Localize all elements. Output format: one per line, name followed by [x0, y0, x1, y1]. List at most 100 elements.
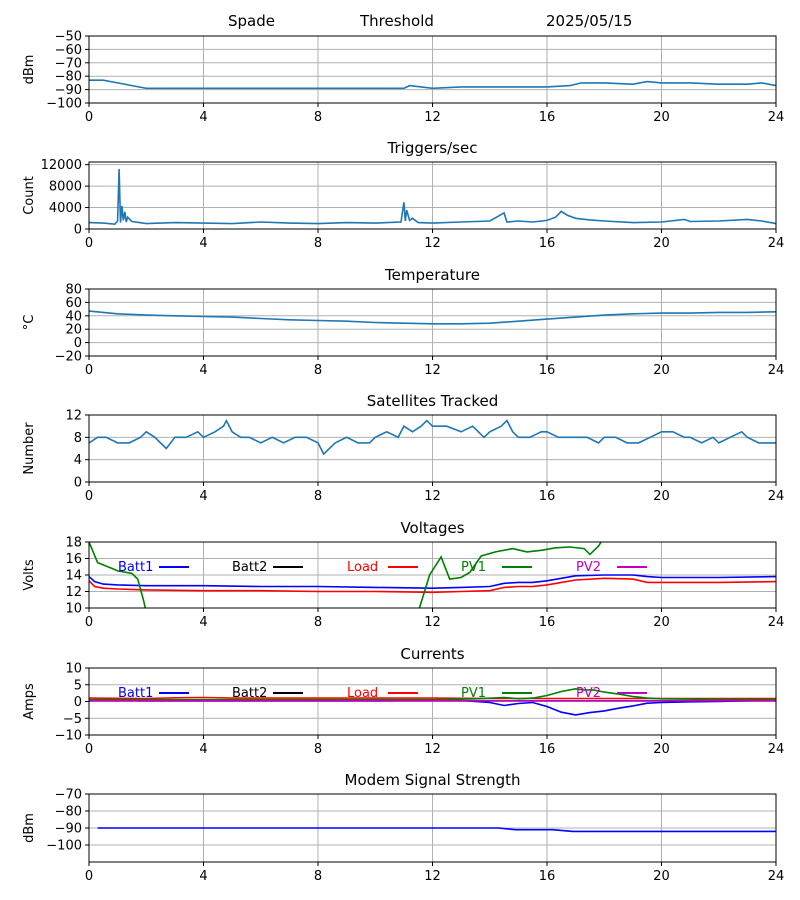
y-tick-label: 18 — [65, 536, 82, 551]
figure-header: Spade Threshold 2025/05/15 — [0, 12, 800, 32]
chart-panel-3: 0 4 8 12 16 20 24 0 4 8 12 Number Satellites Tracked — [22, 392, 784, 504]
chart-title: Voltages — [400, 519, 464, 537]
y-axis-label: Count — [22, 176, 37, 215]
y-axis-label: dBm — [22, 813, 37, 843]
y-tick-label: −10 — [55, 729, 82, 744]
x-tick-label: 16 — [539, 869, 556, 884]
x-tick-label: 20 — [653, 869, 670, 884]
y-tick-label: −5 — [63, 712, 82, 727]
y-axis-label: Amps — [22, 683, 37, 720]
x-tick-label: 20 — [653, 236, 670, 251]
y-tick-label: 16 — [65, 552, 82, 567]
y-tick-label: 12000 — [41, 158, 82, 173]
x-tick-label: 24 — [768, 869, 785, 884]
x-tick-label: 20 — [653, 615, 670, 630]
x-tick-label: 16 — [539, 742, 556, 757]
legend-label-pv1: PV1 — [461, 560, 486, 575]
chart-panel-1: 0 4 8 12 16 20 24 0 4000 8000 12000 Count Triggers/s… — [22, 139, 784, 251]
x-tick-label: 8 — [314, 236, 322, 251]
y-tick-label: 8 — [74, 431, 82, 446]
y-tick-label: 0 — [74, 223, 82, 238]
chart-panel-0: 0 4 8 12 16 20 24 −100−90−80−70−60−50 dBm — [22, 30, 784, 126]
mode-label: Threshold — [360, 12, 434, 30]
chart-panel-6: 0 4 8 12 16 20 24 −100 −90 −80 −70 dBm Modem Signal … — [22, 771, 784, 884]
x-tick-label: 8 — [314, 869, 322, 884]
x-tick-label: 0 — [85, 742, 93, 757]
x-tick-label: 12 — [424, 236, 441, 251]
y-tick-label: −90 — [55, 822, 82, 837]
x-tick-label: 8 — [314, 363, 322, 378]
date-label: 2025/05/15 — [546, 12, 633, 30]
y-tick-label: 10 — [65, 662, 82, 677]
x-tick-label: 8 — [314, 110, 322, 125]
chart-title: Currents — [400, 645, 464, 663]
y-tick-label: 0 — [74, 336, 82, 351]
y-tick-label: 12 — [65, 409, 82, 424]
y-tick-label: 80 — [65, 283, 82, 298]
x-tick-label: 12 — [424, 869, 441, 884]
x-tick-label: 16 — [539, 363, 556, 378]
x-tick-label: 4 — [199, 363, 207, 378]
x-tick-label: 24 — [768, 742, 785, 757]
y-tick-label: −60 — [55, 43, 82, 58]
y-tick-label: −70 — [55, 788, 82, 803]
legend-label-pv2: PV2 — [576, 686, 601, 701]
y-tick-label: 4 — [74, 453, 82, 468]
legend-label-batt1: Batt1 — [118, 560, 153, 575]
x-tick-label: 20 — [653, 363, 670, 378]
x-tick-label: 16 — [539, 489, 556, 504]
x-tick-label: 24 — [768, 363, 785, 378]
x-tick-label: 0 — [85, 110, 93, 125]
y-tick-label: −100 — [46, 839, 82, 854]
x-tick-label: 24 — [768, 489, 785, 504]
legend-label-pv1: PV1 — [461, 686, 486, 701]
x-tick-label: 12 — [424, 110, 441, 125]
x-tick-label: 4 — [199, 615, 207, 630]
x-tick-label: 4 — [199, 110, 207, 125]
x-tick-label: 4 — [199, 236, 207, 251]
x-tick-label: 4 — [199, 869, 207, 884]
x-tick-label: 24 — [768, 236, 785, 251]
x-tick-label: 4 — [199, 742, 207, 757]
x-tick-label: 20 — [653, 742, 670, 757]
y-tick-label: −70 — [55, 56, 82, 71]
x-tick-label: 0 — [85, 869, 93, 884]
x-tick-label: 4 — [199, 489, 207, 504]
y-axis-label: °C — [22, 315, 37, 331]
y-tick-label: 10 — [65, 602, 82, 617]
series-line-0 — [97, 827, 776, 833]
legend-label-batt2: Batt2 — [232, 560, 267, 575]
chart-title: Triggers/sec — [387, 139, 478, 157]
legend-label-batt1: Batt1 — [118, 686, 153, 701]
y-tick-label: 40 — [65, 309, 82, 324]
x-tick-label: 20 — [653, 489, 670, 504]
y-tick-label: 8000 — [49, 180, 82, 195]
x-tick-label: 20 — [653, 110, 670, 125]
series-line-pv1 — [89, 687, 776, 701]
y-tick-label: 5 — [74, 678, 82, 693]
x-tick-label: 0 — [85, 489, 93, 504]
x-tick-label: 16 — [539, 615, 556, 630]
series-line-0 — [89, 310, 776, 325]
series-line-0 — [89, 79, 776, 90]
series-line-0 — [89, 418, 776, 456]
x-tick-label: 16 — [539, 236, 556, 251]
x-tick-label: 12 — [424, 489, 441, 504]
chart-title: Modem Signal Strength — [345, 771, 521, 789]
legend-label-pv2: PV2 — [576, 560, 601, 575]
x-tick-label: 8 — [314, 742, 322, 757]
y-tick-label: −80 — [55, 70, 82, 85]
station-name: Spade — [228, 12, 275, 30]
series-line-0 — [89, 168, 776, 226]
chart-title: Satellites Tracked — [367, 392, 498, 410]
x-tick-label: 0 — [85, 615, 93, 630]
y-tick-label: 20 — [65, 323, 82, 338]
x-tick-label: 8 — [314, 489, 322, 504]
y-tick-label: 14 — [65, 569, 82, 584]
legend-label-batt2: Batt2 — [232, 686, 267, 701]
y-tick-label: 0 — [74, 695, 82, 710]
y-tick-label: 0 — [74, 476, 82, 491]
